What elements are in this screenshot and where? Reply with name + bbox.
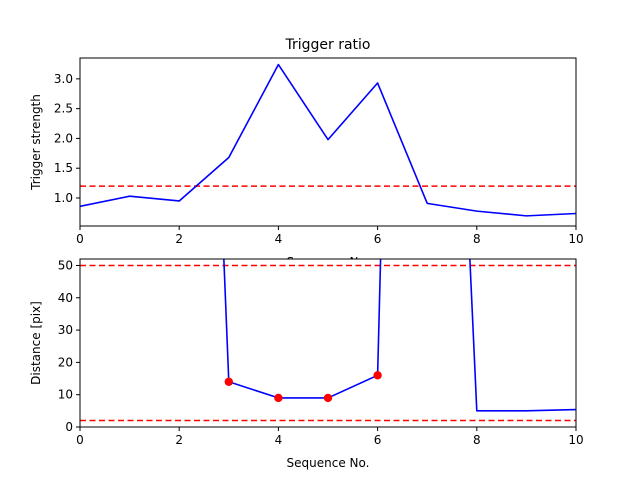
data-point-marker: [373, 371, 382, 380]
data-point-marker: [224, 377, 233, 386]
y-tick-label: 1.5: [54, 161, 73, 175]
series-line: [80, 63, 576, 217]
x-axis-label: Sequence No.: [287, 456, 370, 470]
data-point-marker: [274, 393, 283, 403]
series-line: [223, 259, 382, 399]
axes-frame: [79, 57, 577, 227]
y-tick-label: 20: [58, 355, 73, 369]
axes-frame: [79, 258, 577, 428]
y-tick-label: 0: [65, 420, 73, 434]
series-line: [469, 259, 576, 412]
y-tick-label: 2.5: [54, 102, 73, 116]
data-point-marker: [323, 393, 333, 403]
x-tick-label: 6: [374, 232, 382, 246]
x-tick-label: 2: [175, 433, 183, 447]
x-tick-label: 10: [568, 232, 583, 246]
y-tick-label: 40: [58, 291, 73, 305]
y-tick-label: 3.0: [54, 72, 73, 86]
x-tick-label: 0: [76, 433, 84, 447]
x-tick-label: 4: [275, 433, 283, 447]
chart-title: Trigger ratio: [284, 37, 370, 53]
x-tick-label: 6: [374, 433, 382, 447]
distance-plot: 0 2 4 6 8 10 0 10 20 30 40 50 Sequence No. Distance […: [29, 258, 584, 470]
x-tick-label: 10: [568, 433, 583, 447]
x-tick-label: 8: [473, 433, 481, 447]
y-tick-label: 10: [58, 388, 73, 402]
x-tick-label: 2: [175, 232, 183, 246]
plot-data-layer: [80, 259, 576, 422]
x-tick-label: 0: [76, 232, 84, 246]
x-tick-label: 4: [275, 232, 283, 246]
y-axis-label: Distance [pix]: [29, 301, 43, 385]
plot-area: [80, 58, 576, 226]
y-tick-label: 2.0: [54, 131, 73, 145]
plot-data-layer: [80, 63, 576, 217]
y-tick-label: 30: [58, 323, 73, 337]
y-axis-label: Trigger strength: [29, 94, 43, 191]
y-tick-label: 1.0: [54, 191, 73, 205]
y-tick-label: 50: [58, 258, 73, 272]
x-tick-label: 8: [473, 232, 481, 246]
